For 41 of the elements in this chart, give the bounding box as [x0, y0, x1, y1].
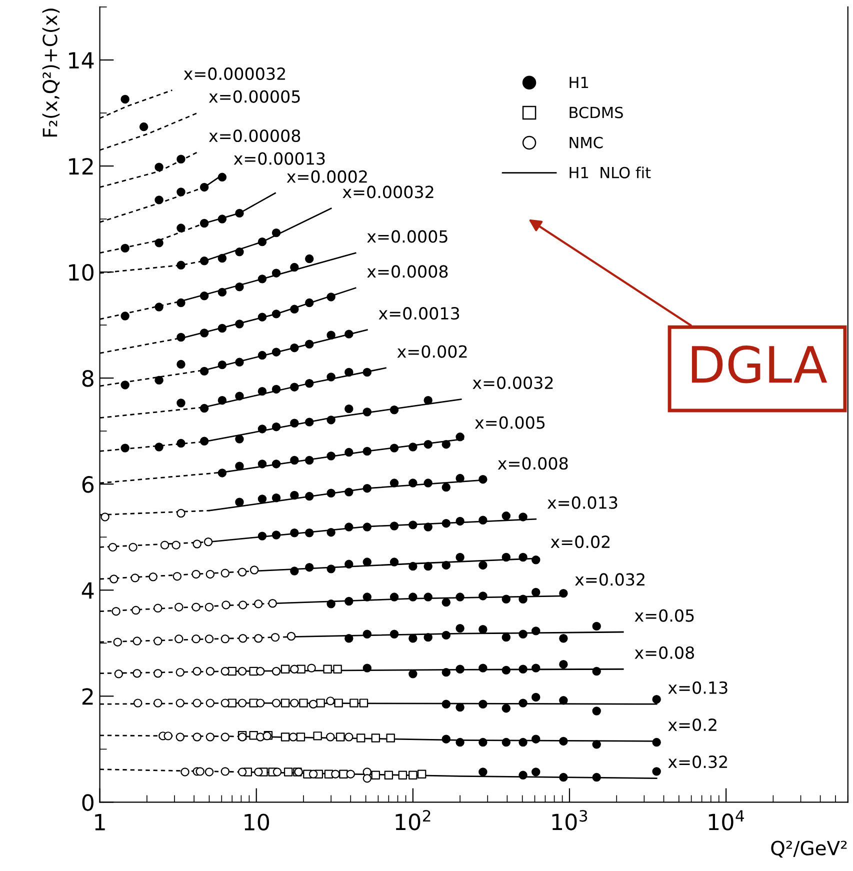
- annotation: x=0.032: [575, 573, 644, 586]
- legend-label: H1 NLO fit: [570, 166, 651, 178]
- x-tick-label: 10: [244, 814, 270, 831]
- annotation: x=0.000032: [184, 67, 285, 80]
- annotation: x=0.08: [634, 646, 694, 659]
- x-tick-label: 10$^{3}$: [552, 810, 588, 830]
- annotation: x=0.0008: [367, 265, 448, 278]
- y-tick-label: 10: [69, 264, 94, 281]
- y-tick-label: 0: [82, 794, 94, 811]
- annotation: x=0.0002: [286, 170, 367, 183]
- x-tick-label: 1: [95, 814, 105, 830]
- y-tick-label: 2: [82, 688, 93, 705]
- y-tick-label: 14: [69, 52, 94, 68]
- annotation: x=0.008: [498, 457, 568, 470]
- annotation: x=0.02: [550, 536, 610, 548]
- annotation: x=0.005: [474, 416, 545, 429]
- annotation: x=0.0032: [472, 376, 553, 390]
- legend-label: BCDMS: [570, 106, 623, 118]
- x-tick-label: 10$^{4}$: [708, 810, 744, 830]
- annotation: x=0.00032: [342, 186, 434, 198]
- annotation: x=0.05: [634, 609, 694, 622]
- legend-label: H1: [570, 76, 588, 88]
- x-axis-title: Q²/GeV²: [771, 840, 847, 858]
- annotation: x=0.002: [397, 345, 467, 358]
- legend-label: NMC: [570, 136, 603, 148]
- y-axis-title: F₂(x,Q²)+C(x): [42, 8, 60, 137]
- annotation: x=0.00005: [208, 90, 300, 103]
- annotation: x=0.013: [547, 496, 618, 509]
- annotation: x=0.2: [668, 718, 716, 732]
- y-tick-label: 4: [82, 582, 94, 599]
- y-tick-label: 8: [82, 370, 94, 387]
- y-tick-label: 6: [82, 476, 94, 493]
- x-tick-label: 10$^{2}$: [396, 810, 430, 830]
- annotation: x=0.32: [668, 756, 727, 768]
- annotation: x=0.0005: [367, 230, 448, 243]
- annotation: x=0.00013: [234, 152, 325, 165]
- annotation: DGLA: [692, 345, 828, 384]
- annotation: x=0.13: [668, 681, 728, 694]
- annotation: x=0.00008: [208, 129, 300, 142]
- annotation: x=0.0013: [378, 307, 460, 320]
- y-tick-label: 12: [69, 158, 93, 174]
